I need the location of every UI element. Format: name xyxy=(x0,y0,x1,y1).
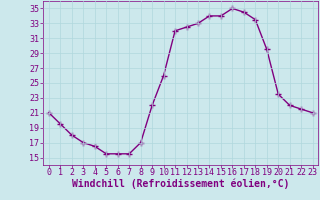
X-axis label: Windchill (Refroidissement éolien,°C): Windchill (Refroidissement éolien,°C) xyxy=(72,178,290,189)
